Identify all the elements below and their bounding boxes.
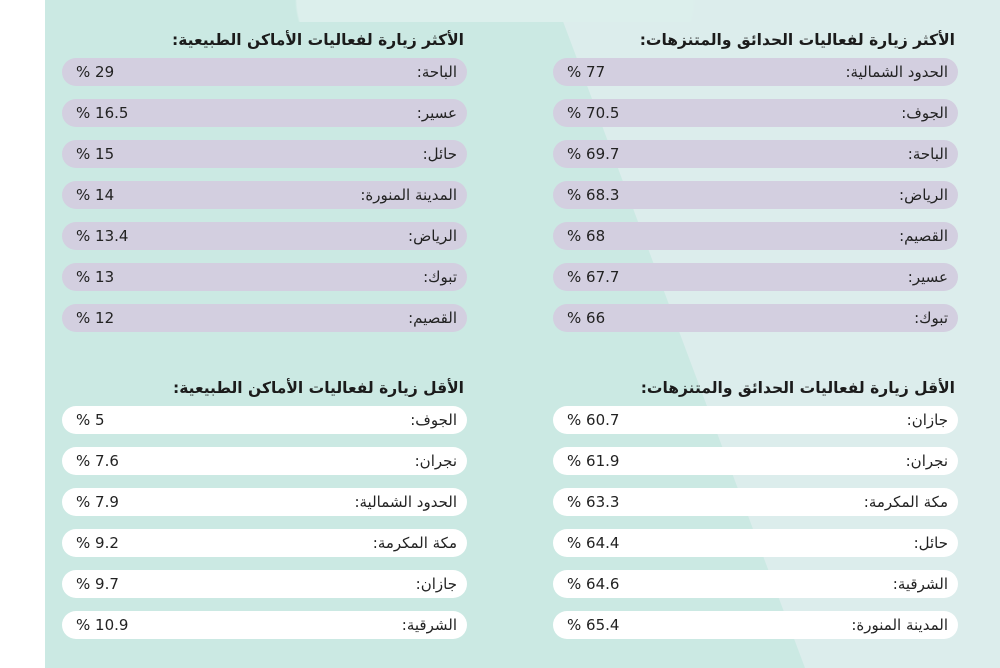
stat-value: % 65.4: [567, 616, 620, 634]
stat-value: % 63.3: [567, 493, 620, 511]
stat-value: % 29: [76, 63, 115, 81]
region-label: المدينة المنورة:: [360, 186, 457, 204]
stat-row: % 5 الجوف:: [62, 406, 467, 434]
section-nature-least: الأقل زيارة لفعاليات الأماكن الطبيعية: % …: [62, 376, 467, 652]
region-label: الحدود الشمالية:: [354, 493, 457, 511]
stat-row: % 7.9 الحدود الشمالية:: [62, 488, 467, 516]
stat-value: % 16.5: [76, 104, 129, 122]
stat-value: % 13.4: [76, 227, 129, 245]
stat-value: % 68: [567, 227, 606, 245]
region-label: مكة المكرمة:: [863, 493, 948, 511]
stat-row: % 12 القصيم:: [62, 304, 467, 332]
region-label: المدينة المنورة:: [851, 616, 948, 634]
stat-row: % 69.7 الباحة:: [553, 140, 958, 168]
region-label: الجوف:: [410, 411, 457, 429]
stat-row: % 65.4 المدينة المنورة:: [553, 611, 958, 639]
stat-list: % 77 الحدود الشمالية: % 70.5 الجوف: % 69.7 ال…: [553, 58, 958, 332]
section-nature-most: الأكثر زيارة لفعاليات الأماكن الطبيعية:%…: [62, 28, 467, 345]
region-label: حائل:: [913, 534, 948, 552]
stat-list: % 5 الجوف: % 7.6 نجران: % 7.9 الحدود الشمالية…: [62, 406, 467, 639]
region-label: تبوك:: [423, 268, 457, 286]
stat-value: % 13: [76, 268, 115, 286]
region-label: جازان:: [415, 575, 457, 593]
stat-value: % 77: [567, 63, 606, 81]
region-label: عسير:: [907, 268, 948, 286]
region-label: حائل:: [422, 145, 457, 163]
region-label: جازان:: [906, 411, 948, 429]
stat-row: % 13 تبوك:: [62, 263, 467, 291]
stat-value: % 61.9: [567, 452, 620, 470]
stat-row: % 66 تبوك:: [553, 304, 958, 332]
stat-list: % 60.7 جازان: % 61.9 نجران: % 63.3 مكة المكرم…: [553, 406, 958, 639]
stat-row: % 29 الباحة:: [62, 58, 467, 86]
stat-value: % 64.4: [567, 534, 620, 552]
region-label: الشرقية:: [892, 575, 948, 593]
region-label: مكة المكرمة:: [372, 534, 457, 552]
section-parks-least: الأقل زيارة لفعاليات الحدائق والمتنزهات:…: [553, 376, 958, 652]
region-label: الباحة:: [907, 145, 948, 163]
region-label: القصيم:: [899, 227, 948, 245]
stat-row: % 9.7 جازان:: [62, 570, 467, 598]
region-label: نجران:: [905, 452, 948, 470]
section-title: الأكثر زيارة لفعاليات الأماكن الطبيعية:: [172, 31, 464, 49]
stat-row: % 68 القصيم:: [553, 222, 958, 250]
stat-value: % 9.7: [76, 575, 119, 593]
stat-value: % 15: [76, 145, 115, 163]
stat-row: % 14 المدينة المنورة:: [62, 181, 467, 209]
stat-row: % 13.4 الرياض:: [62, 222, 467, 250]
region-label: نجران:: [414, 452, 457, 470]
stat-row: % 10.9 الشرقية:: [62, 611, 467, 639]
stat-value: % 14: [76, 186, 115, 204]
region-label: عسير:: [416, 104, 457, 122]
stat-row: % 9.2 مكة المكرمة:: [62, 529, 467, 557]
stat-row: % 63.3 مكة المكرمة:: [553, 488, 958, 516]
stat-row: % 61.9 نجران:: [553, 447, 958, 475]
stat-row: % 15 حائل:: [62, 140, 467, 168]
section-parks-most: الأكثر زيارة لفعاليات الحدائق والمتنزهات…: [553, 28, 958, 345]
region-label: القصيم:: [408, 309, 457, 327]
background-circle: [295, 0, 695, 22]
stat-value: % 7.9: [76, 493, 119, 511]
stat-row: % 68.3 الرياض:: [553, 181, 958, 209]
region-label: الرياض:: [899, 186, 948, 204]
section-title: الأكثر زيارة لفعاليات الحدائق والمتنزهات…: [639, 31, 955, 49]
stat-row: % 70.5 الجوف:: [553, 99, 958, 127]
stat-row: % 7.6 نجران:: [62, 447, 467, 475]
region-label: الشرقية:: [401, 616, 457, 634]
section-title: الأقل زيارة لفعاليات الأماكن الطبيعية:: [173, 379, 464, 397]
stat-value: % 68.3: [567, 186, 620, 204]
stat-value: % 5: [76, 411, 105, 429]
infographic-background: الأكثر زيارة لفعاليات الحدائق والمتنزهات…: [45, 0, 1000, 668]
stat-row: % 77 الحدود الشمالية:: [553, 58, 958, 86]
stat-value: % 70.5: [567, 104, 620, 122]
stat-row: % 16.5 عسير:: [62, 99, 467, 127]
region-label: الجوف:: [901, 104, 948, 122]
stat-value: % 66: [567, 309, 606, 327]
stat-value: % 10.9: [76, 616, 129, 634]
region-label: تبوك:: [914, 309, 948, 327]
stat-value: % 12: [76, 309, 115, 327]
stat-value: % 60.7: [567, 411, 620, 429]
stat-row: % 60.7 جازان:: [553, 406, 958, 434]
stat-value: % 9.2: [76, 534, 119, 552]
stat-value: % 7.6: [76, 452, 119, 470]
stat-row: % 64.4 حائل:: [553, 529, 958, 557]
region-label: الرياض:: [408, 227, 457, 245]
region-label: الحدود الشمالية:: [845, 63, 948, 81]
stat-value: % 64.6: [567, 575, 620, 593]
section-title: الأقل زيارة لفعاليات الحدائق والمتنزهات:: [640, 379, 955, 397]
stat-row: % 67.7 عسير:: [553, 263, 958, 291]
stat-row: % 64.6 الشرقية:: [553, 570, 958, 598]
stat-list: % 29 الباحة: % 16.5 عسير: % 15 حائل: % 14 المدي…: [62, 58, 467, 332]
region-label: الباحة:: [416, 63, 457, 81]
stat-value: % 67.7: [567, 268, 620, 286]
stat-value: % 69.7: [567, 145, 620, 163]
